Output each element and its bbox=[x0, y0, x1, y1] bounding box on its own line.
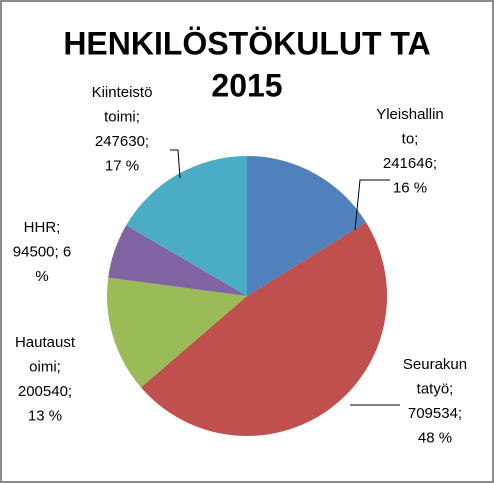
data-label: tatyö; bbox=[417, 380, 454, 397]
data-label: 17 % bbox=[105, 157, 139, 174]
pie-slice bbox=[107, 277, 248, 388]
chart-title: 2015 bbox=[211, 67, 282, 103]
data-label: Yleishallin bbox=[376, 106, 444, 123]
pie-slice bbox=[126, 156, 247, 296]
leader-lines bbox=[170, 149, 400, 406]
leader-line bbox=[354, 179, 390, 231]
data-label: 16 % bbox=[393, 179, 427, 196]
chart-title: HENKILÖSTÖKULUT TA bbox=[63, 25, 430, 61]
data-label: HHR; bbox=[24, 219, 61, 236]
data-label: 241646; bbox=[383, 155, 437, 172]
pie-slice bbox=[108, 225, 247, 296]
data-label: oimi; bbox=[29, 358, 61, 375]
pie-slice bbox=[140, 222, 387, 436]
data-label: toimi; bbox=[104, 108, 140, 125]
data-label: 247630; bbox=[95, 133, 149, 150]
data-label: 200540; bbox=[18, 383, 72, 400]
data-label: 13 % bbox=[28, 407, 62, 424]
data-label: 709534; bbox=[408, 405, 462, 422]
data-label: Kiinteistö bbox=[92, 84, 153, 101]
data-label: % bbox=[35, 268, 48, 285]
data-label: 94500; 6 bbox=[13, 243, 71, 260]
data-label: 48 % bbox=[418, 429, 452, 446]
data-label: Hautaust bbox=[15, 334, 76, 351]
data-label: Seurakun bbox=[403, 356, 467, 373]
data-label: to; bbox=[402, 130, 419, 147]
pie-slice bbox=[247, 156, 367, 296]
leader-line bbox=[170, 149, 181, 179]
